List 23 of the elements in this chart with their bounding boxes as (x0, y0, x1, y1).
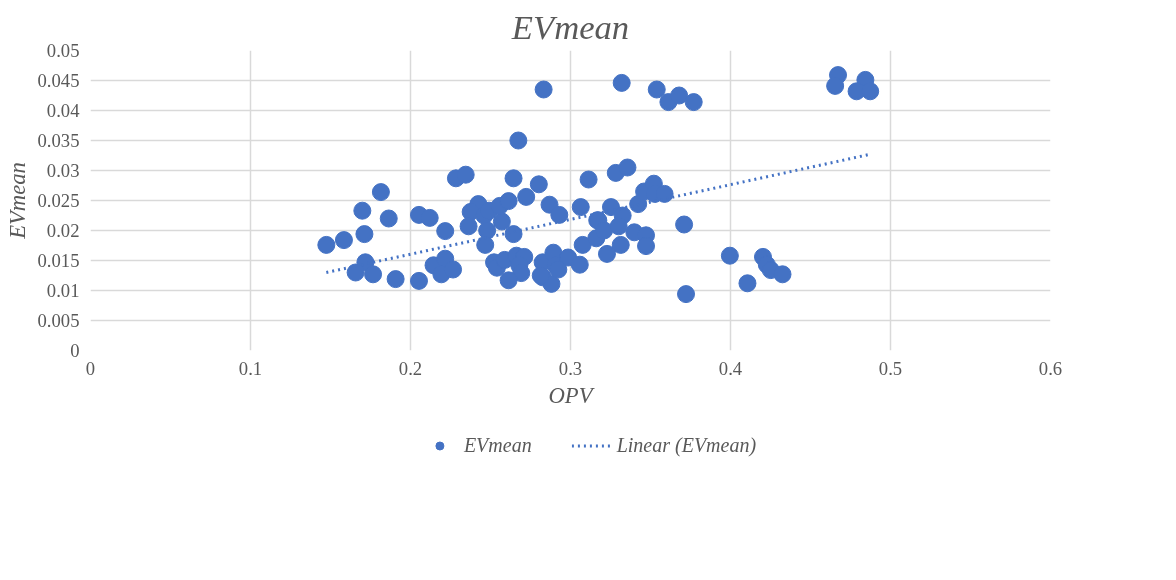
x-tick-label: 0.2 (398, 357, 423, 379)
y-tick-label: 0.04 (46, 100, 81, 121)
y-tick-label: 0.02 (46, 220, 80, 241)
y-tick-label: 0.01 (46, 280, 80, 301)
x-tick-label: 0.3 (558, 357, 583, 379)
x-tick-label: 0.1 (238, 357, 263, 379)
x-tick-label: 0.4 (718, 357, 743, 379)
x-axis-title: OPV (548, 382, 596, 408)
y-axis-title: EVmean (4, 162, 30, 240)
legend-label: EVmean (463, 433, 532, 457)
legend-label: Linear (EVmean) (616, 433, 757, 457)
y-tick-label: 0.035 (37, 130, 80, 151)
y-tick-label: 0.05 (46, 40, 80, 61)
x-tick-label: 0.6 (1038, 357, 1063, 379)
y-tick-label: 0.015 (37, 250, 80, 271)
chart-title: EVmean (510, 7, 630, 46)
y-tick-label: 0.005 (37, 310, 80, 331)
y-tick-label: 0.025 (37, 190, 80, 211)
y-tick-label: 0 (70, 340, 80, 361)
x-tick-label: 0.5 (878, 357, 903, 379)
y-tick-label: 0.045 (37, 70, 80, 91)
y-tick-label: 0.03 (46, 160, 80, 181)
x-tick-label: 0 (85, 357, 96, 379)
